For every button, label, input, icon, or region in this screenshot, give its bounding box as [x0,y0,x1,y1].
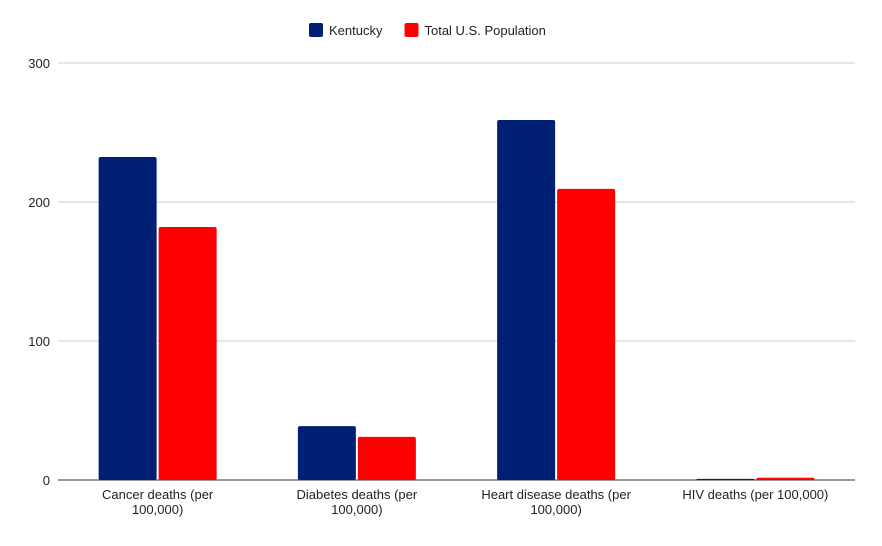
x-tick-label: 100,000) [530,502,581,517]
y-tick-label: 200 [28,195,50,210]
legend-label: Kentucky [329,23,383,38]
bar-kentucky-0 [98,156,157,481]
legend-swatch [309,23,323,37]
x-tick-label: Diabetes deaths (per [297,487,418,502]
x-tick-label: 100,000) [331,502,382,517]
bar-total-u-s-population-0 [158,227,217,480]
y-tick-label: 100 [28,334,50,349]
bar-kentucky-2 [497,119,556,481]
legend-swatch [404,23,419,37]
x-tick-label: Cancer deaths (per [102,487,214,502]
bar-total-u-s-population-1 [357,436,416,480]
y-tick-label: 0 [43,473,50,488]
legend-label: Total U.S. Population [424,23,545,38]
bar-kentucky-1 [297,426,356,480]
bar-kentucky-3 [696,478,755,480]
bar-total-u-s-population-2 [557,188,616,480]
x-tick-label: 100,000) [132,502,183,517]
x-tick-label: Heart disease deaths (per [481,487,631,502]
bar-total-u-s-population-3 [756,477,815,480]
y-tick-label: 300 [28,56,50,71]
x-tick-label: HIV deaths (per 100,000) [682,487,828,502]
